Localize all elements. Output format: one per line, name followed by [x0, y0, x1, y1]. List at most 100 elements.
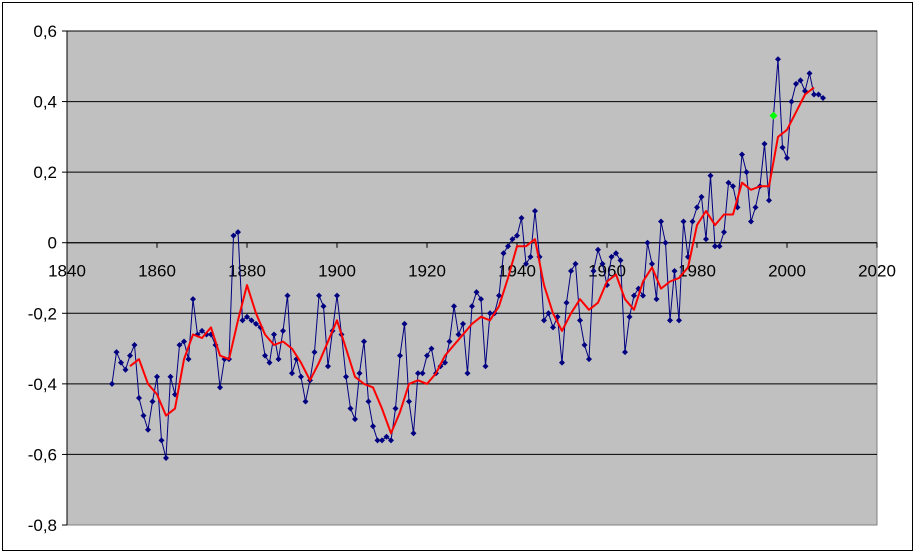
y-tick-label: 0,6 — [33, 22, 57, 41]
annual-point — [572, 260, 579, 267]
annual-point — [577, 317, 583, 324]
annual-point — [631, 292, 637, 299]
annual-point — [397, 352, 403, 359]
annual-point — [320, 303, 327, 310]
annual-point — [131, 342, 138, 349]
annual-point — [158, 437, 165, 444]
annual-series — [109, 56, 826, 461]
highlight-point — [769, 111, 778, 120]
annual-point — [694, 204, 700, 211]
annual-point — [550, 324, 556, 331]
annual-point — [667, 317, 673, 324]
annual-point — [392, 405, 399, 412]
annual-point — [716, 243, 723, 250]
annual-point — [122, 366, 129, 373]
annual-point — [689, 218, 696, 225]
annual-point — [383, 433, 390, 440]
annual-point — [298, 373, 304, 380]
y-tick-label: -0,6 — [28, 445, 57, 464]
annual-point — [460, 320, 466, 327]
annual-point — [806, 70, 813, 77]
annual-point — [442, 359, 448, 366]
annual-point — [559, 359, 565, 366]
annual-point — [199, 327, 205, 334]
annual-point — [379, 437, 385, 444]
y-tick-labels: 0,6 0,4 0,2 0 -0,2 -0,4 -0,6 -0,8 — [28, 22, 57, 535]
annual-point — [730, 183, 736, 190]
annual-point — [217, 384, 223, 391]
annual-point — [365, 398, 372, 405]
annual-point — [244, 313, 250, 320]
annual-point — [658, 218, 664, 225]
annual-point — [707, 172, 714, 179]
annual-point — [568, 267, 574, 274]
annual-point — [406, 398, 412, 405]
annual-point — [680, 218, 687, 225]
annual-point — [500, 250, 507, 257]
x-tick-labels: 1840 1860 1880 1900 1920 1940 1960 1980 2000 2020 — [48, 262, 896, 281]
annual-point — [145, 426, 151, 433]
annual-point — [752, 204, 759, 211]
annual-point — [509, 236, 516, 243]
annual-point — [721, 229, 727, 236]
annual-point — [428, 345, 435, 352]
annual-point — [541, 317, 547, 324]
annual-point — [424, 352, 430, 359]
x-tick-label: 1940 — [498, 262, 536, 281]
annual-point — [662, 239, 669, 246]
x-tick-label: 1840 — [48, 262, 86, 281]
annual-point — [586, 356, 592, 363]
annual-point — [739, 151, 745, 158]
annual-point — [140, 412, 147, 419]
annual-point — [617, 257, 624, 264]
annual-point — [352, 416, 358, 423]
annual-point — [487, 310, 493, 317]
axes — [62, 30, 878, 526]
annual-point — [788, 98, 795, 105]
annual-point — [136, 394, 142, 401]
annual-point — [775, 56, 781, 63]
smoothed-line — [129, 86, 815, 435]
x-tick-label: 1900 — [318, 262, 356, 281]
annual-point — [527, 253, 534, 260]
annual-point — [595, 246, 601, 253]
y-tick-label: -0,2 — [28, 304, 57, 323]
annual-point — [820, 95, 826, 102]
annual-point — [469, 303, 475, 310]
annual-point — [163, 454, 169, 461]
annual-point — [671, 267, 678, 274]
annual-point — [266, 359, 273, 366]
annual-point — [284, 292, 291, 299]
annual-point — [712, 243, 718, 250]
annual-point — [235, 229, 241, 236]
annual-point — [275, 356, 282, 363]
annual-point — [271, 331, 277, 338]
annual-point — [347, 405, 354, 412]
annual-point — [361, 338, 367, 345]
annual-point — [523, 260, 529, 267]
annual-point — [748, 218, 754, 225]
annual-point — [185, 356, 192, 363]
y-tick-label: 0 — [48, 234, 57, 253]
annual-point — [473, 289, 480, 296]
annual-point — [482, 363, 489, 370]
highlight-layer — [769, 111, 778, 120]
annual-point — [410, 430, 417, 437]
annual-point — [644, 239, 651, 246]
annual-point — [545, 310, 552, 317]
annual-point — [109, 380, 115, 387]
annual-point — [797, 77, 804, 84]
annual-point — [149, 398, 156, 405]
annual-point — [811, 91, 817, 98]
annual-point — [455, 331, 462, 338]
annual-point — [590, 267, 597, 274]
annual-point — [302, 398, 309, 405]
annual-point — [374, 437, 381, 444]
x-tick-label: 1880 — [228, 262, 266, 281]
annual-point — [464, 370, 471, 377]
annual-point — [784, 155, 790, 162]
annual-point — [253, 320, 259, 327]
annual-point — [230, 232, 237, 239]
annual-point — [514, 232, 520, 239]
